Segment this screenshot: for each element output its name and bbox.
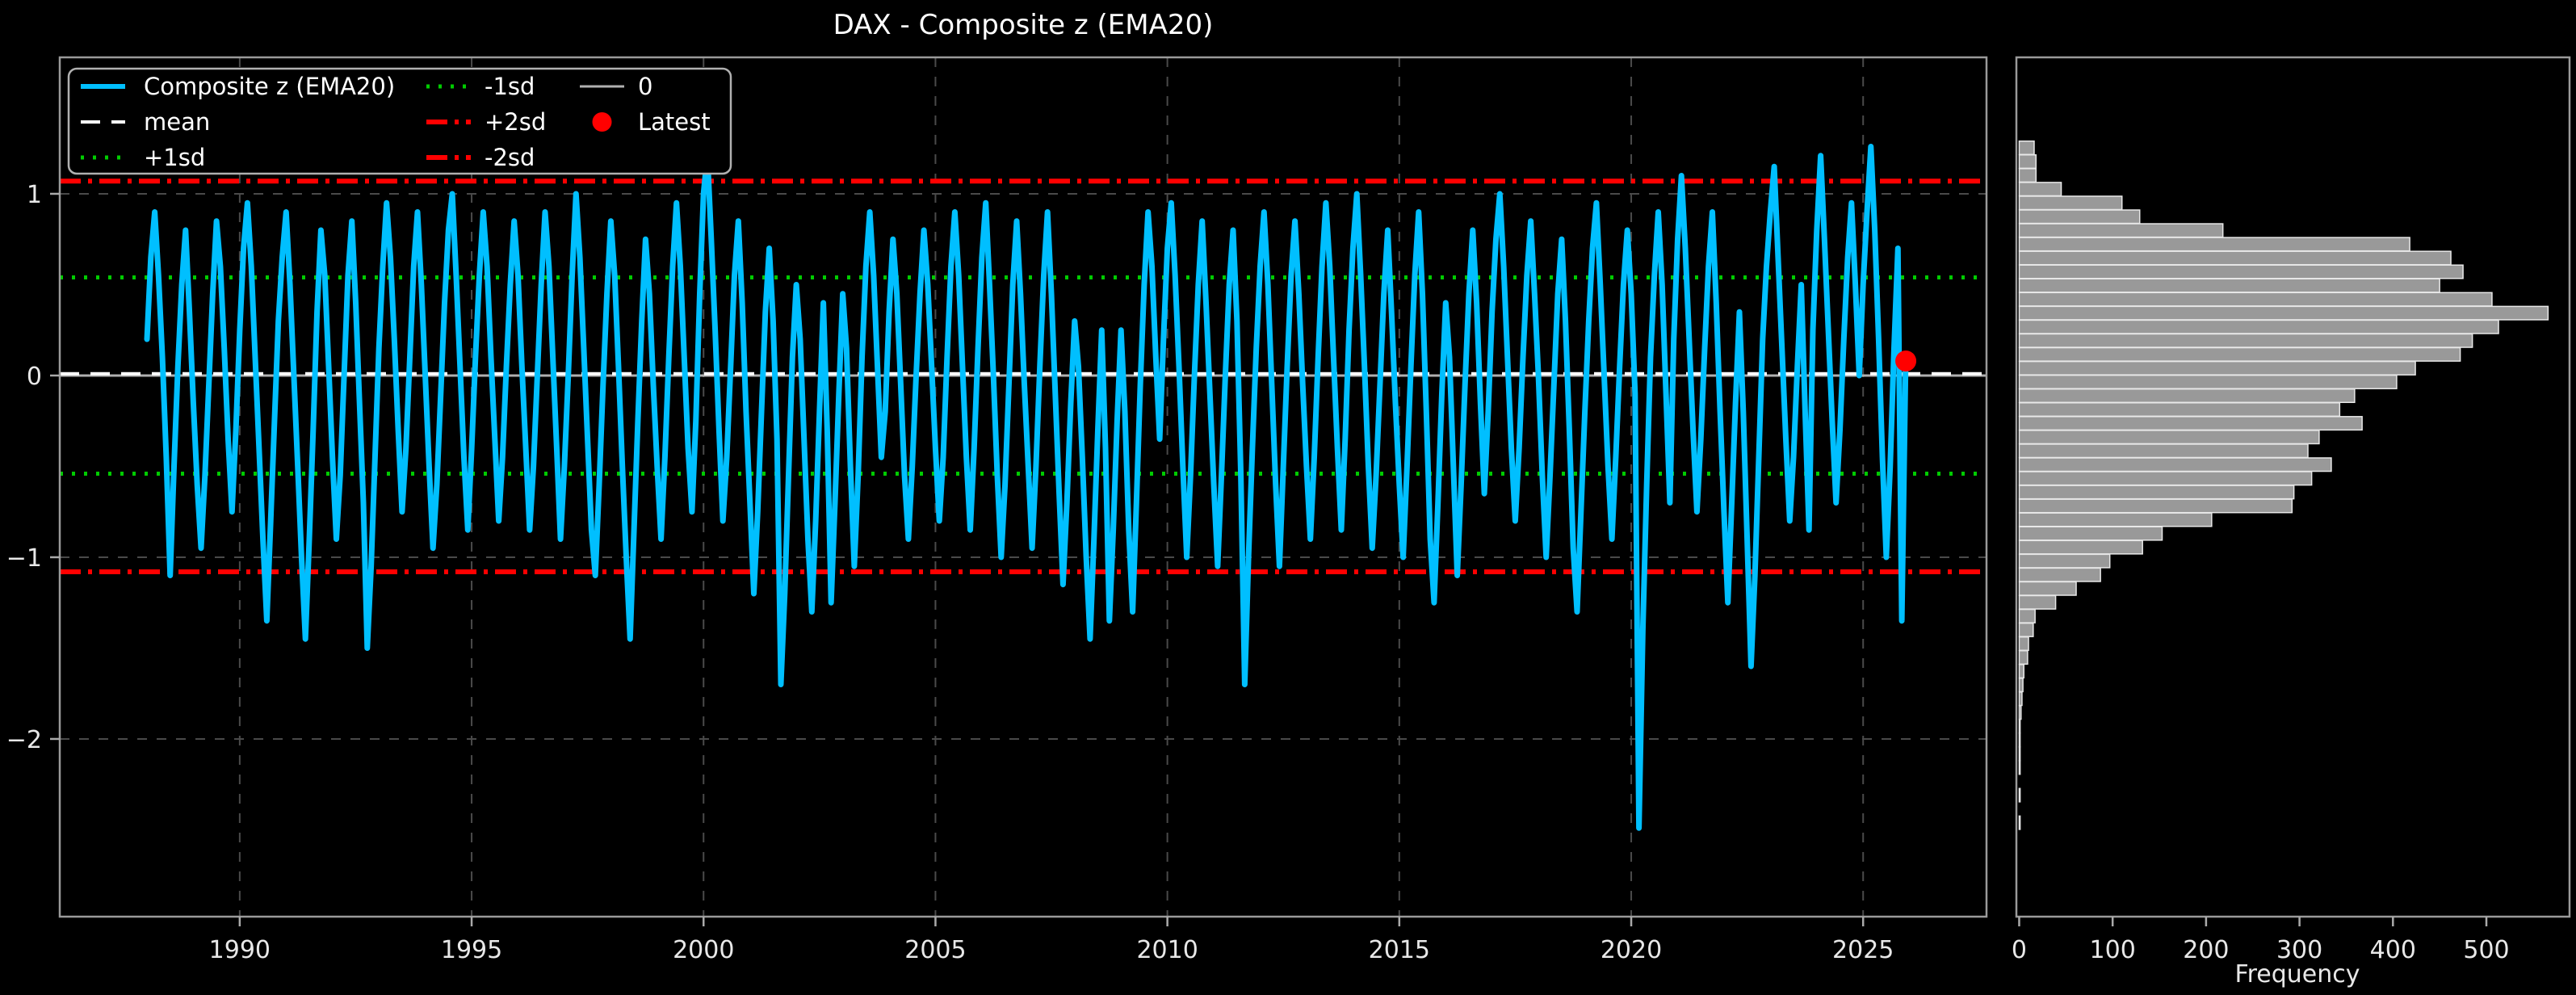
hist-x-tick-label: 500: [2463, 936, 2509, 964]
histogram-bar: [2018, 443, 2309, 459]
legend-item-label: mean: [144, 108, 210, 136]
histogram-bar: [2018, 498, 2293, 514]
histogram-bar: [2018, 237, 2410, 252]
histogram-bar: [2018, 526, 2163, 541]
main-spines: [58, 56, 1988, 918]
histogram-bar: [2018, 223, 2224, 238]
histogram-bar: [2018, 360, 2416, 376]
histogram-bar: [2018, 305, 2549, 321]
histogram-bar: [2018, 581, 2077, 596]
histogram-bar: [2018, 416, 2363, 431]
y-tick-label: −2: [6, 726, 42, 754]
histogram-bar: [2018, 374, 2398, 389]
x-tick-label: 2010: [1136, 936, 1198, 964]
hist-x-tick-label: 100: [2090, 936, 2136, 964]
y-tick-label: 0: [27, 363, 42, 391]
histogram-bar: [2018, 678, 2024, 693]
histogram-bar: [2018, 388, 2356, 404]
x-tick-label: 2020: [1601, 936, 1662, 964]
histogram-bar: [2018, 346, 2461, 362]
y-tick-label: −1: [6, 544, 42, 573]
histogram-bar: [2018, 691, 2023, 707]
histogram-bar: [2018, 664, 2025, 679]
legend-item-label: +1sd: [144, 144, 205, 171]
histogram-bar: [2018, 594, 2057, 610]
histogram-bar: [2018, 553, 2111, 569]
histogram-bar: [2018, 140, 2035, 156]
hist-x-tick-label: 400: [2370, 936, 2416, 964]
histogram-bar: [2018, 705, 2022, 720]
histogram-bar: [2018, 636, 2029, 651]
histogram-bar: [2018, 815, 2021, 830]
legend-item-label: Composite z (EMA20): [144, 73, 395, 100]
legend-item-label: -1sd: [485, 73, 535, 100]
legend-item-label: -2sd: [485, 144, 535, 171]
histogram-bar: [2018, 567, 2101, 582]
histogram-bar: [2018, 402, 2341, 418]
histogram-bar: [2018, 746, 2021, 762]
histogram-bar: [2018, 760, 2021, 775]
histogram-bar: [2018, 430, 2320, 445]
histogram-bar: [2018, 278, 2440, 293]
legend-box: [67, 67, 732, 175]
histogram-bar: [2018, 250, 2452, 266]
main-plot-panel: [60, 57, 1987, 917]
histogram-bar: [2018, 319, 2499, 334]
histogram-bar: [2018, 333, 2473, 348]
latest-point-marker: [1895, 350, 1917, 372]
x-tick-label: 2005: [904, 936, 966, 964]
chart-title: DAX - Composite z (EMA20): [833, 9, 1214, 41]
legend: Composite z (EMA20) mean +1sd -1sd +2sd -2sd 0…: [67, 67, 732, 175]
histogram-bar: [2018, 719, 2021, 734]
legend-item-label: Latest: [638, 108, 711, 136]
histogram-bar: [2018, 292, 2493, 307]
x-tick-label: 1990: [209, 936, 271, 964]
legend-latest-marker: [592, 112, 612, 132]
x-tick-label: 2025: [1832, 936, 1894, 964]
histogram-xaxis-label: Frequency: [2235, 960, 2360, 989]
histogram-bar: [2018, 649, 2028, 665]
x-tick-label: 2015: [1369, 936, 1430, 964]
histogram-bar: [2018, 457, 2332, 472]
histogram-panel: [2018, 140, 2549, 830]
histogram-spines: [2015, 56, 2571, 918]
x-tick-label: 2000: [673, 936, 734, 964]
histogram-bar: [2018, 471, 2313, 486]
hist-x-tick-label: 0: [2012, 936, 2027, 964]
histogram-bar: [2018, 195, 2123, 211]
histogram-bar: [2018, 485, 2295, 500]
histogram-bar: [2018, 622, 2034, 637]
x-tick-label: 1995: [441, 936, 502, 964]
hist-x-tick-label: 200: [2183, 936, 2229, 964]
histogram-bar: [2018, 264, 2464, 279]
hist-x-tick-label: 300: [2276, 936, 2322, 964]
composite-z-line: [144, 144, 1909, 831]
histogram-bar: [2018, 512, 2213, 527]
legend-item-label: +2sd: [485, 108, 546, 136]
histogram-bar: [2018, 182, 2062, 197]
histogram-bar: [2018, 168, 2037, 183]
histogram-bar: [2018, 608, 2036, 623]
histogram-bar: [2018, 539, 2143, 555]
histogram-bar: [2018, 733, 2021, 748]
histogram-bar: [2018, 209, 2141, 225]
y-tick-label: 1: [27, 181, 42, 209]
histogram-bar: [2018, 787, 2021, 803]
histogram-bar: [2018, 154, 2037, 170]
legend-item-label: 0: [638, 73, 652, 100]
